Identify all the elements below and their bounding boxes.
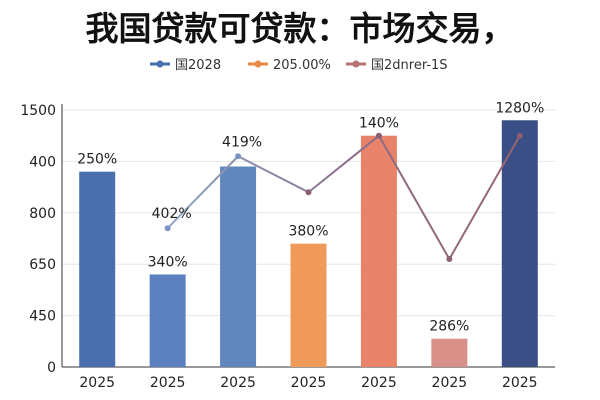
- chart-title: 我国贷款可贷款：市场交易，: [86, 9, 515, 48]
- bar-3: [290, 243, 327, 367]
- y-tick-label-0: 0: [47, 360, 56, 376]
- y-tick-label-1: 450: [29, 309, 56, 325]
- bar-2: [220, 166, 257, 367]
- bars: [79, 120, 538, 367]
- legend-label-1: 205.00%: [273, 58, 331, 73]
- bar-label-6: 1280%: [495, 100, 544, 116]
- line-point-2: [235, 153, 242, 160]
- line-point-6: [516, 132, 523, 139]
- line-point-3: [305, 189, 312, 196]
- bar-4: [360, 135, 397, 367]
- bar-label-3: 380%: [288, 224, 328, 240]
- line-point-1: [164, 225, 171, 232]
- x-tick-label-1: 2025: [150, 375, 186, 391]
- bar-label-1: 340%: [148, 254, 188, 270]
- bar-label-4: 140%: [359, 116, 399, 132]
- y-tick-label-5: 1500: [20, 103, 56, 119]
- x-tick-label-0: 2025: [79, 375, 115, 391]
- line-path: [166, 134, 521, 262]
- x-tick-label-2: 2025: [220, 375, 256, 391]
- bar-0: [79, 171, 116, 367]
- x-tick-label-4: 2025: [361, 375, 397, 391]
- y-tick-label-3: 800: [29, 206, 56, 222]
- legend-marker-0: [156, 60, 164, 68]
- x-tick-label-3: 2025: [291, 375, 327, 391]
- line-label-2: 419%: [222, 134, 262, 150]
- x-tick-label-6: 2025: [502, 375, 538, 391]
- axes: 0 450 650 800 400 1500 2025 2025 2025 2025 2025 202…: [20, 103, 555, 391]
- bar-6: [501, 120, 538, 367]
- legend-marker-1: [254, 60, 262, 68]
- line-point-5: [446, 256, 453, 263]
- x-tick-label-5: 2025: [432, 375, 468, 391]
- legend: 国2028 205.00% 国2dnrer-1S: [150, 58, 448, 73]
- data-labels: 250% 340% 380% 140% 286% 1280% 402% 419%: [77, 100, 544, 334]
- y-tick-label-4: 400: [29, 154, 56, 170]
- bar-5: [431, 338, 468, 367]
- bar-1: [149, 274, 186, 367]
- line-label-1: 402%: [152, 206, 192, 222]
- line-series: [164, 132, 523, 263]
- bar-label-5: 286%: [429, 319, 469, 335]
- bar-label-0: 250%: [77, 152, 117, 168]
- legend-label-2: 国2dnrer-1S: [371, 58, 448, 73]
- legend-marker-2: [352, 60, 360, 68]
- legend-label-0: 国2028: [175, 58, 221, 73]
- y-tick-label-2: 650: [29, 257, 56, 273]
- line-point-4: [375, 132, 382, 139]
